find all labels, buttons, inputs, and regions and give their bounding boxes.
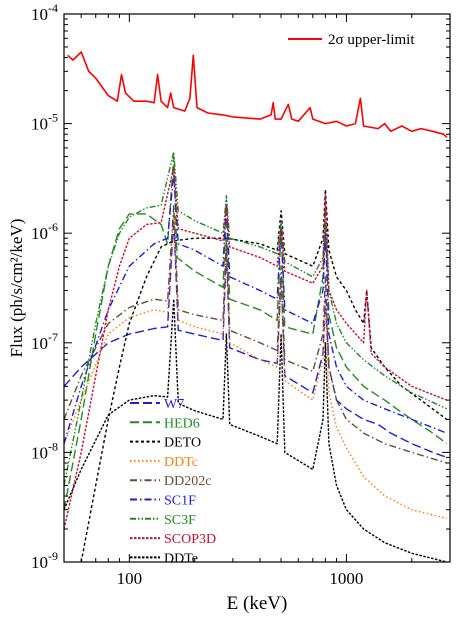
series-line-deto <box>80 188 448 562</box>
x-axis-label: E (keV) <box>227 593 288 614</box>
legend-label-sc3f: SC3F <box>164 513 196 528</box>
legend-label-deto: DETO <box>164 436 201 451</box>
series-line-sc3f <box>64 151 448 486</box>
series-layer <box>64 51 448 562</box>
series-line-hed6 <box>64 155 448 510</box>
legend-label-ddte: DDTe <box>164 551 198 566</box>
plot-frame <box>63 13 451 563</box>
y-tick-label: 10-7 <box>31 330 58 353</box>
legend: 2σ upper-limit W7 HED6 DETO DDTc DD202c SC1F SC… <box>130 32 415 566</box>
series-line-dd202c <box>64 204 448 464</box>
axis-ticks: 10-9 10-8 10-7 10-6 10-5 10-4 100 1000 <box>31 1 451 588</box>
series-line-ddte <box>64 298 447 562</box>
y-tick-label: 10-6 <box>31 220 58 243</box>
y-tick-label: 10-5 <box>31 111 58 134</box>
legend-label-upper-limit: 2σ upper-limit <box>328 32 415 48</box>
legend-label-dd202c: DD202c <box>164 474 211 489</box>
y-tick-label: 10-8 <box>31 439 58 462</box>
legend-label-ddtc: DDTc <box>164 455 198 470</box>
legend-label-scop3d: SCOP3D <box>164 532 216 547</box>
x-tick-label: 1000 <box>329 569 363 588</box>
legend-label-hed6: HED6 <box>164 416 200 431</box>
x-tick-label: 100 <box>117 569 143 588</box>
series-line-sc1f <box>64 172 448 444</box>
legend-label-sc1f: SC1F <box>164 494 196 509</box>
series-line-2-upper-limit <box>67 51 448 138</box>
series-line-scop3d <box>64 166 448 530</box>
series-line-w7 <box>64 218 448 459</box>
y-axis-label: Flux (ph/s/cm²/keV) <box>7 219 26 358</box>
legend-label-w7: W7 <box>164 397 184 412</box>
series-line-ddtc <box>64 210 447 520</box>
y-tick-label: 10-9 <box>31 549 58 572</box>
y-tick-label: 10-4 <box>31 1 58 24</box>
